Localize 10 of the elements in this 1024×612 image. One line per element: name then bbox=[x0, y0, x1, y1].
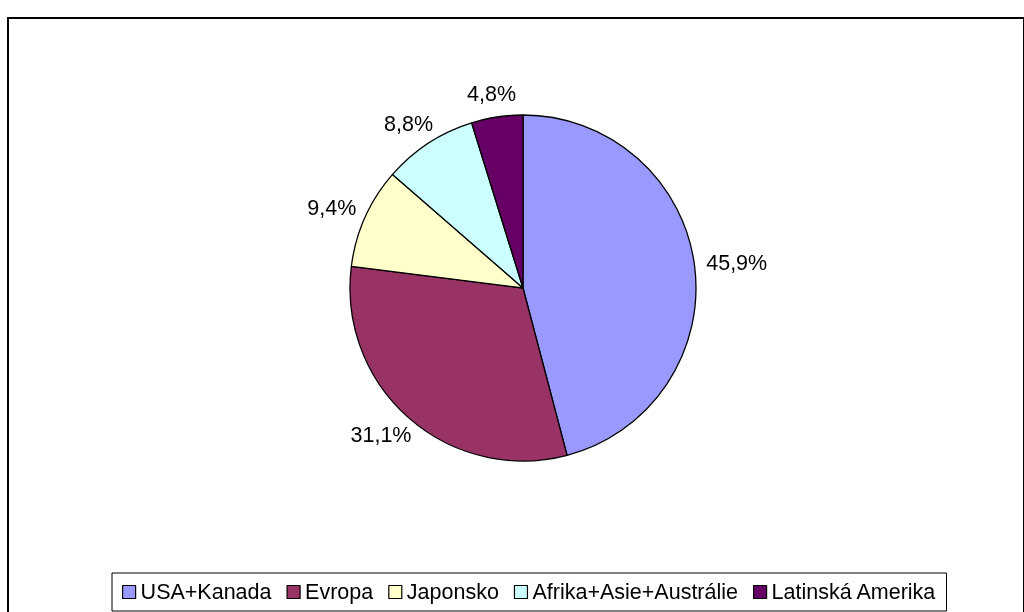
legend-label: Japonsko bbox=[406, 580, 499, 604]
data-label: 9,4% bbox=[307, 195, 357, 220]
legend-label: Afrika+Asie+Austrálie bbox=[532, 580, 738, 604]
data-label: 4,8% bbox=[467, 82, 517, 107]
data-label: 45,9% bbox=[706, 250, 768, 275]
legend-label: Latinská Amerika bbox=[771, 580, 936, 604]
data-label: 31,1% bbox=[350, 423, 412, 448]
legend-label: USA+Kanada bbox=[140, 580, 272, 604]
legend-label: Evropa bbox=[305, 580, 374, 604]
data-label: 8,8% bbox=[384, 111, 434, 136]
